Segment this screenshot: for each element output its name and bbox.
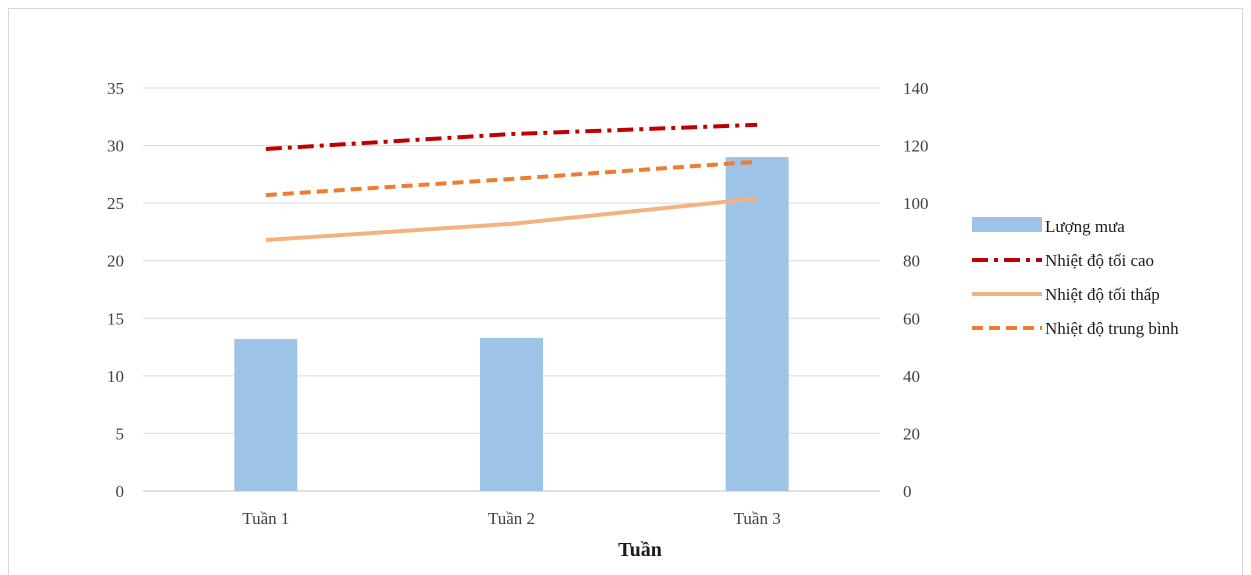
y-right-tick-label: 100 [903, 194, 929, 213]
y-right-tick-label: 0 [903, 482, 912, 501]
y-left-tick-label: 0 [116, 482, 125, 501]
y-left-tick-label: 35 [107, 79, 124, 98]
y-right-tick-label: 40 [903, 367, 920, 386]
y-axis-right: 0 20 40 60 80 100 120 140 [903, 79, 929, 501]
legend-label: Lượng mưa [1045, 217, 1125, 236]
legend-label: Nhiệt độ tối cao [1045, 251, 1154, 270]
series-line [265, 159, 758, 198]
y-left-tick-label: 15 [107, 309, 124, 328]
series-line [265, 122, 758, 152]
y-axis-left: 0 5 10 15 20 25 30 35 [107, 79, 124, 501]
y-left-tick-label: 30 [107, 137, 124, 156]
series-line [265, 196, 758, 242]
y-left-tick-label: 10 [107, 367, 124, 386]
y-right-tick-label: 140 [903, 79, 929, 98]
legend-item: Lượng mưa [972, 217, 1125, 236]
legend-swatch [972, 217, 1042, 232]
legend-item: Nhiệt độ tối cao [972, 251, 1154, 270]
x-tick-label: Tuần 1 [242, 509, 289, 528]
y-right-tick-label: 60 [903, 309, 920, 328]
legend: Lượng mưa Nhiệt độ tối cao Nhiệt độ tối th… [972, 217, 1179, 338]
y-right-tick-label: 80 [903, 252, 920, 271]
bar [725, 157, 789, 492]
y-left-tick-label: 25 [107, 194, 124, 213]
legend-label: Nhiệt độ tối thấp [1045, 285, 1160, 304]
bar-series [234, 157, 789, 492]
legend-item: Nhiệt độ trung bình [972, 319, 1179, 338]
y-left-tick-label: 20 [107, 252, 124, 271]
legend-label: Nhiệt độ trung bình [1045, 319, 1179, 338]
bar [480, 337, 543, 491]
y-left-tick-label: 5 [116, 424, 125, 443]
y-right-tick-label: 120 [903, 137, 929, 156]
y-right-tick-label: 20 [903, 424, 920, 443]
legend-item: Nhiệt độ tối thấp [972, 285, 1160, 304]
x-tick-label: Tuần 2 [488, 509, 535, 528]
x-axis-title: Tuần [618, 539, 662, 561]
x-tick-label: Tuần 3 [734, 509, 781, 528]
line-series [265, 122, 758, 242]
bar [234, 339, 298, 491]
chart-frame [8, 8, 1243, 575]
x-axis: Tuần 1 Tuần 2 Tuần 3 [242, 509, 780, 528]
